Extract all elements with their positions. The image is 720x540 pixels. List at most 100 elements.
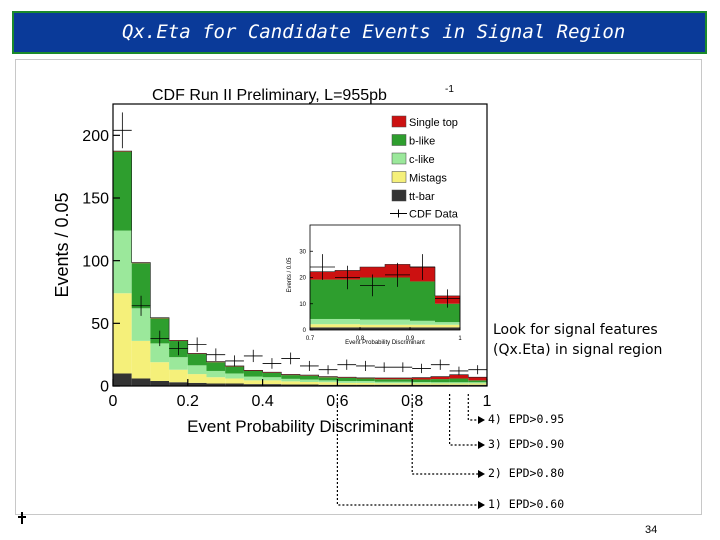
main-bar-mistags-18 (449, 383, 469, 385)
main-bar-tt-bar-15 (393, 384, 413, 386)
main-bar-single-top-15 (393, 377, 413, 380)
main-bar-c-like-5 (206, 370, 226, 378)
legend-label-1: b-like (409, 136, 435, 148)
main-bar-mistags-12 (337, 382, 357, 385)
cut-label-3: 3) EPD>0.90 (488, 437, 565, 451)
main-bar-tt-bar-2 (150, 380, 170, 386)
cut-label-1: 1) EPD>0.60 (488, 497, 565, 511)
main-bar-b-like-4 (187, 354, 207, 366)
main-bar-single-top-9 (281, 374, 300, 376)
annotation-line-1: Look for signal features (493, 322, 658, 338)
annotation-text: Look for signal features (Qx.Eta) in sig… (493, 320, 703, 360)
main-bar-b-like-17 (430, 379, 450, 383)
main-bar-mistags-17 (430, 383, 450, 385)
main-x-tick-label-5: 1 (483, 393, 492, 410)
main-bar-tt-bar-14 (374, 384, 394, 386)
main-bar-mistags-5 (206, 377, 226, 384)
main-bar-c-like-8 (262, 377, 282, 381)
main-bar-b-like-14 (374, 379, 394, 382)
cut-arrowhead-2 (478, 470, 485, 478)
main-bar-tt-bar-5 (206, 383, 226, 386)
main-bar-c-like-0 (113, 230, 132, 294)
cut-arrowhead-1 (478, 441, 485, 449)
cut-connector-3 (336, 394, 484, 506)
main-bar-mistags-15 (393, 383, 413, 385)
chart-title: CDF Run II Preliminary, L=955pb (152, 87, 387, 104)
main-bar-single-top-8 (262, 372, 282, 373)
inset-bar-mistags-1 (335, 324, 360, 328)
main-bar-c-like-3 (169, 357, 188, 370)
chart-title-superscript: -1 (445, 84, 454, 95)
main-bar-c-like-15 (393, 381, 413, 384)
main-bar-tt-bar-10 (300, 384, 319, 386)
inset-bar-mistags-2 (360, 324, 385, 328)
cut-connectors (336, 394, 485, 509)
main-x-tick-label-1: 0.2 (177, 393, 199, 410)
legend-label-2: c-like (409, 154, 435, 166)
main-stack-outline (112, 150, 488, 386)
main-bar-c-like-6 (225, 373, 244, 379)
main-bar-b-like-18 (449, 378, 469, 383)
inset-bar-single-top-2 (360, 267, 385, 278)
inset-bar-tt-bar-1 (335, 327, 360, 330)
main-bar-mistags-14 (374, 383, 394, 385)
main-bar-b-like-19 (468, 380, 487, 383)
main-bar-b-like-7 (243, 370, 263, 377)
main-bar-c-like-17 (430, 382, 450, 384)
inset-bar-tt-bar-5 (435, 327, 460, 330)
inset-bar-c-like-0 (310, 318, 335, 325)
legend-label-0: Single top (409, 117, 458, 129)
inset-y-tick-label-1: 10 (299, 302, 306, 308)
inset-bar-b-like-0 (310, 279, 335, 319)
main-bar-mistags-16 (412, 383, 431, 385)
main-x-tick-label-0: 0 (109, 393, 118, 410)
main-bar-tt-bar-18 (449, 384, 469, 386)
main-bar-c-like-14 (374, 381, 394, 384)
inset-x-tick-label-0: 0.7 (306, 336, 315, 342)
cut-arrowhead-0 (478, 416, 485, 424)
inset-x-tick-label-1: 0.8 (356, 336, 365, 342)
main-bar-c-like-4 (187, 365, 207, 375)
main-bar-tt-bar-4 (187, 382, 207, 386)
cut-connector-1 (449, 394, 484, 446)
main-bar-single-top-16 (412, 377, 431, 380)
main-bar-mistags-19 (468, 383, 487, 385)
main-bar-tt-bar-11 (318, 384, 338, 386)
main-y-tick-label-1: 50 (91, 316, 109, 333)
main-bar-c-like-16 (412, 381, 431, 384)
main-bar-c-like-7 (243, 376, 263, 381)
main-bar-single-top-18 (449, 374, 469, 379)
main-bar-b-like-16 (412, 379, 431, 382)
legend-label-data: CDF Data (409, 209, 459, 221)
y-axis-label: Events / 0.05 (52, 192, 72, 297)
main-bar-mistags-7 (243, 380, 263, 385)
legend-label-3: Mistags (409, 173, 447, 185)
inset-bar-c-like-1 (335, 318, 360, 325)
main-bar-single-top-14 (374, 377, 394, 380)
main-bar-mistags-4 (187, 374, 207, 383)
inset-stack-outline (309, 264, 461, 330)
main-bar-b-like-0 (113, 151, 132, 231)
inset-bar-c-like-4 (410, 320, 435, 325)
main-bar-mistags-3 (169, 369, 188, 383)
main-x-tick-label-3: 0.6 (326, 393, 348, 410)
main-bar-tt-bar-16 (412, 384, 431, 386)
main-y-tick-label-4: 200 (82, 128, 109, 145)
main-bar-mistags-11 (318, 382, 338, 385)
main-bar-b-like-8 (262, 372, 282, 378)
main-bar-b-like-5 (206, 362, 226, 371)
main-bar-single-top-0 (113, 151, 132, 152)
main-bar-c-like-10 (300, 379, 319, 382)
cut-connector-2 (411, 394, 484, 475)
inset-bar-b-like-5 (435, 303, 460, 323)
inset-bar-tt-bar-0 (310, 327, 335, 330)
main-bar-b-like-10 (300, 375, 319, 380)
main-bar-b-like-12 (337, 377, 357, 381)
main-bar-c-like-9 (281, 378, 300, 382)
legend: Single top b-like c-like Mistags tt-bar CDF D… (390, 115, 459, 221)
main-bar-tt-bar-17 (430, 384, 450, 386)
legend-swatch-2 (391, 152, 407, 165)
main-bar-c-like-11 (318, 380, 338, 383)
cut-label-2: 2) EPD>0.80 (488, 466, 565, 480)
